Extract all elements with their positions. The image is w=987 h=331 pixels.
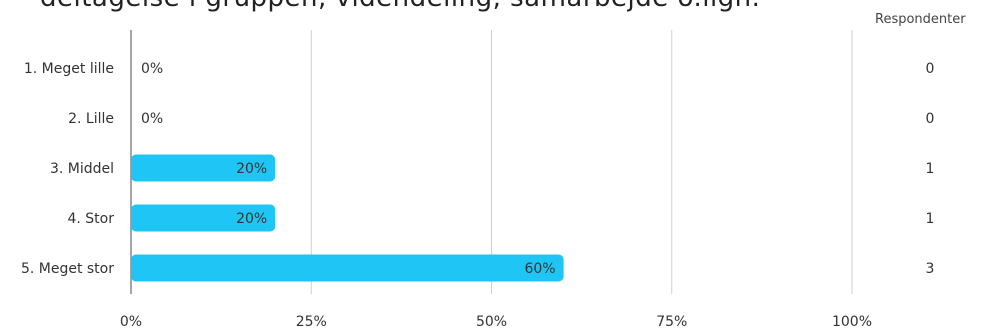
bar <box>131 154 276 182</box>
category-label: 4. Stor <box>67 211 114 227</box>
bar-percent-label: 20% <box>236 161 267 177</box>
x-tick-label: 100% <box>832 314 872 330</box>
category-label: 1. Meget lille <box>24 61 114 77</box>
respondent-count: 1 <box>926 211 935 227</box>
category-label: 5. Meget stor <box>21 261 114 277</box>
category-label: 2. Lille <box>68 111 114 127</box>
respondent-count: 1 <box>926 161 935 177</box>
x-tick-label: 75% <box>656 314 687 330</box>
x-tick-label: 50% <box>476 314 507 330</box>
chart-title: deltagelse i gruppen, videndeling, samar… <box>40 0 760 13</box>
bar-percent-label: 60% <box>524 261 555 277</box>
x-tick-label: 25% <box>296 314 327 330</box>
respondent-count: 3 <box>926 261 935 277</box>
category-label: 3. Middel <box>50 161 114 177</box>
x-tick-label: 0% <box>120 314 142 330</box>
bar-percent-label: 20% <box>236 211 267 227</box>
respondents-header: Respondenter <box>875 12 966 27</box>
respondent-count: 0 <box>926 111 935 127</box>
bar-percent-label: 0% <box>141 111 163 127</box>
bar <box>131 204 276 232</box>
bar <box>131 254 564 282</box>
respondent-count: 0 <box>926 61 935 77</box>
bar-percent-label: 0% <box>141 61 163 77</box>
